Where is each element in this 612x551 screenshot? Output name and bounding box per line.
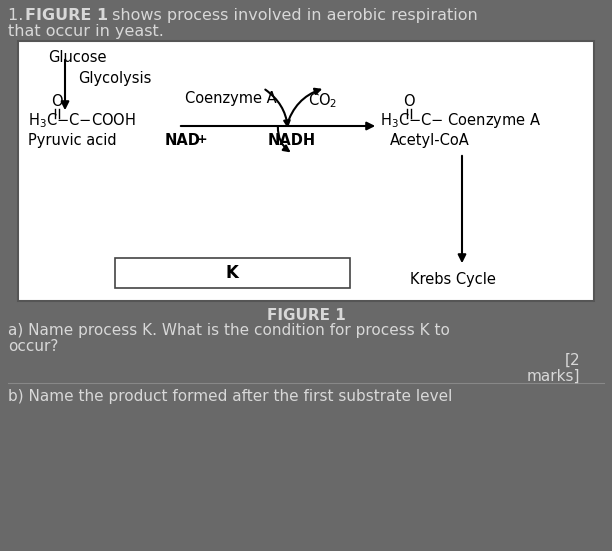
Text: occur?: occur? (8, 339, 58, 354)
Text: NAD: NAD (165, 133, 201, 148)
FancyBboxPatch shape (115, 258, 350, 288)
Text: b) Name the product formed after the first substrate level: b) Name the product formed after the fir… (8, 389, 452, 404)
Text: shows process involved in aerobic respiration: shows process involved in aerobic respir… (107, 8, 478, 23)
Text: NADH: NADH (268, 133, 316, 148)
Text: Acetyl-CoA: Acetyl-CoA (390, 133, 470, 148)
FancyBboxPatch shape (18, 41, 594, 301)
Text: [2: [2 (564, 353, 580, 368)
Text: O: O (403, 94, 415, 109)
Text: +: + (197, 133, 207, 146)
Text: K: K (226, 264, 239, 282)
Text: Krebs Cycle: Krebs Cycle (410, 272, 496, 287)
Text: 1.: 1. (8, 8, 29, 23)
Text: a) Name process K. What is the condition for process K to: a) Name process K. What is the condition… (8, 323, 450, 338)
Text: FIGURE 1: FIGURE 1 (25, 8, 108, 23)
Text: marks]: marks] (526, 369, 580, 384)
Text: CO$_2$: CO$_2$ (308, 91, 337, 110)
Text: Glucose: Glucose (48, 50, 106, 65)
Text: FIGURE 1: FIGURE 1 (267, 308, 345, 323)
Text: Coenzyme A: Coenzyme A (185, 91, 277, 106)
Text: H$_3$C$-$C$-$COOH: H$_3$C$-$C$-$COOH (28, 112, 136, 131)
Text: that occur in yeast.: that occur in yeast. (8, 24, 164, 39)
Text: Glycolysis: Glycolysis (78, 71, 151, 86)
Text: O: O (51, 94, 63, 109)
Text: H$_3$C$-$C$-$ Coenzyme A: H$_3$C$-$C$-$ Coenzyme A (380, 111, 541, 131)
Text: Pyruvic acid: Pyruvic acid (28, 133, 117, 148)
